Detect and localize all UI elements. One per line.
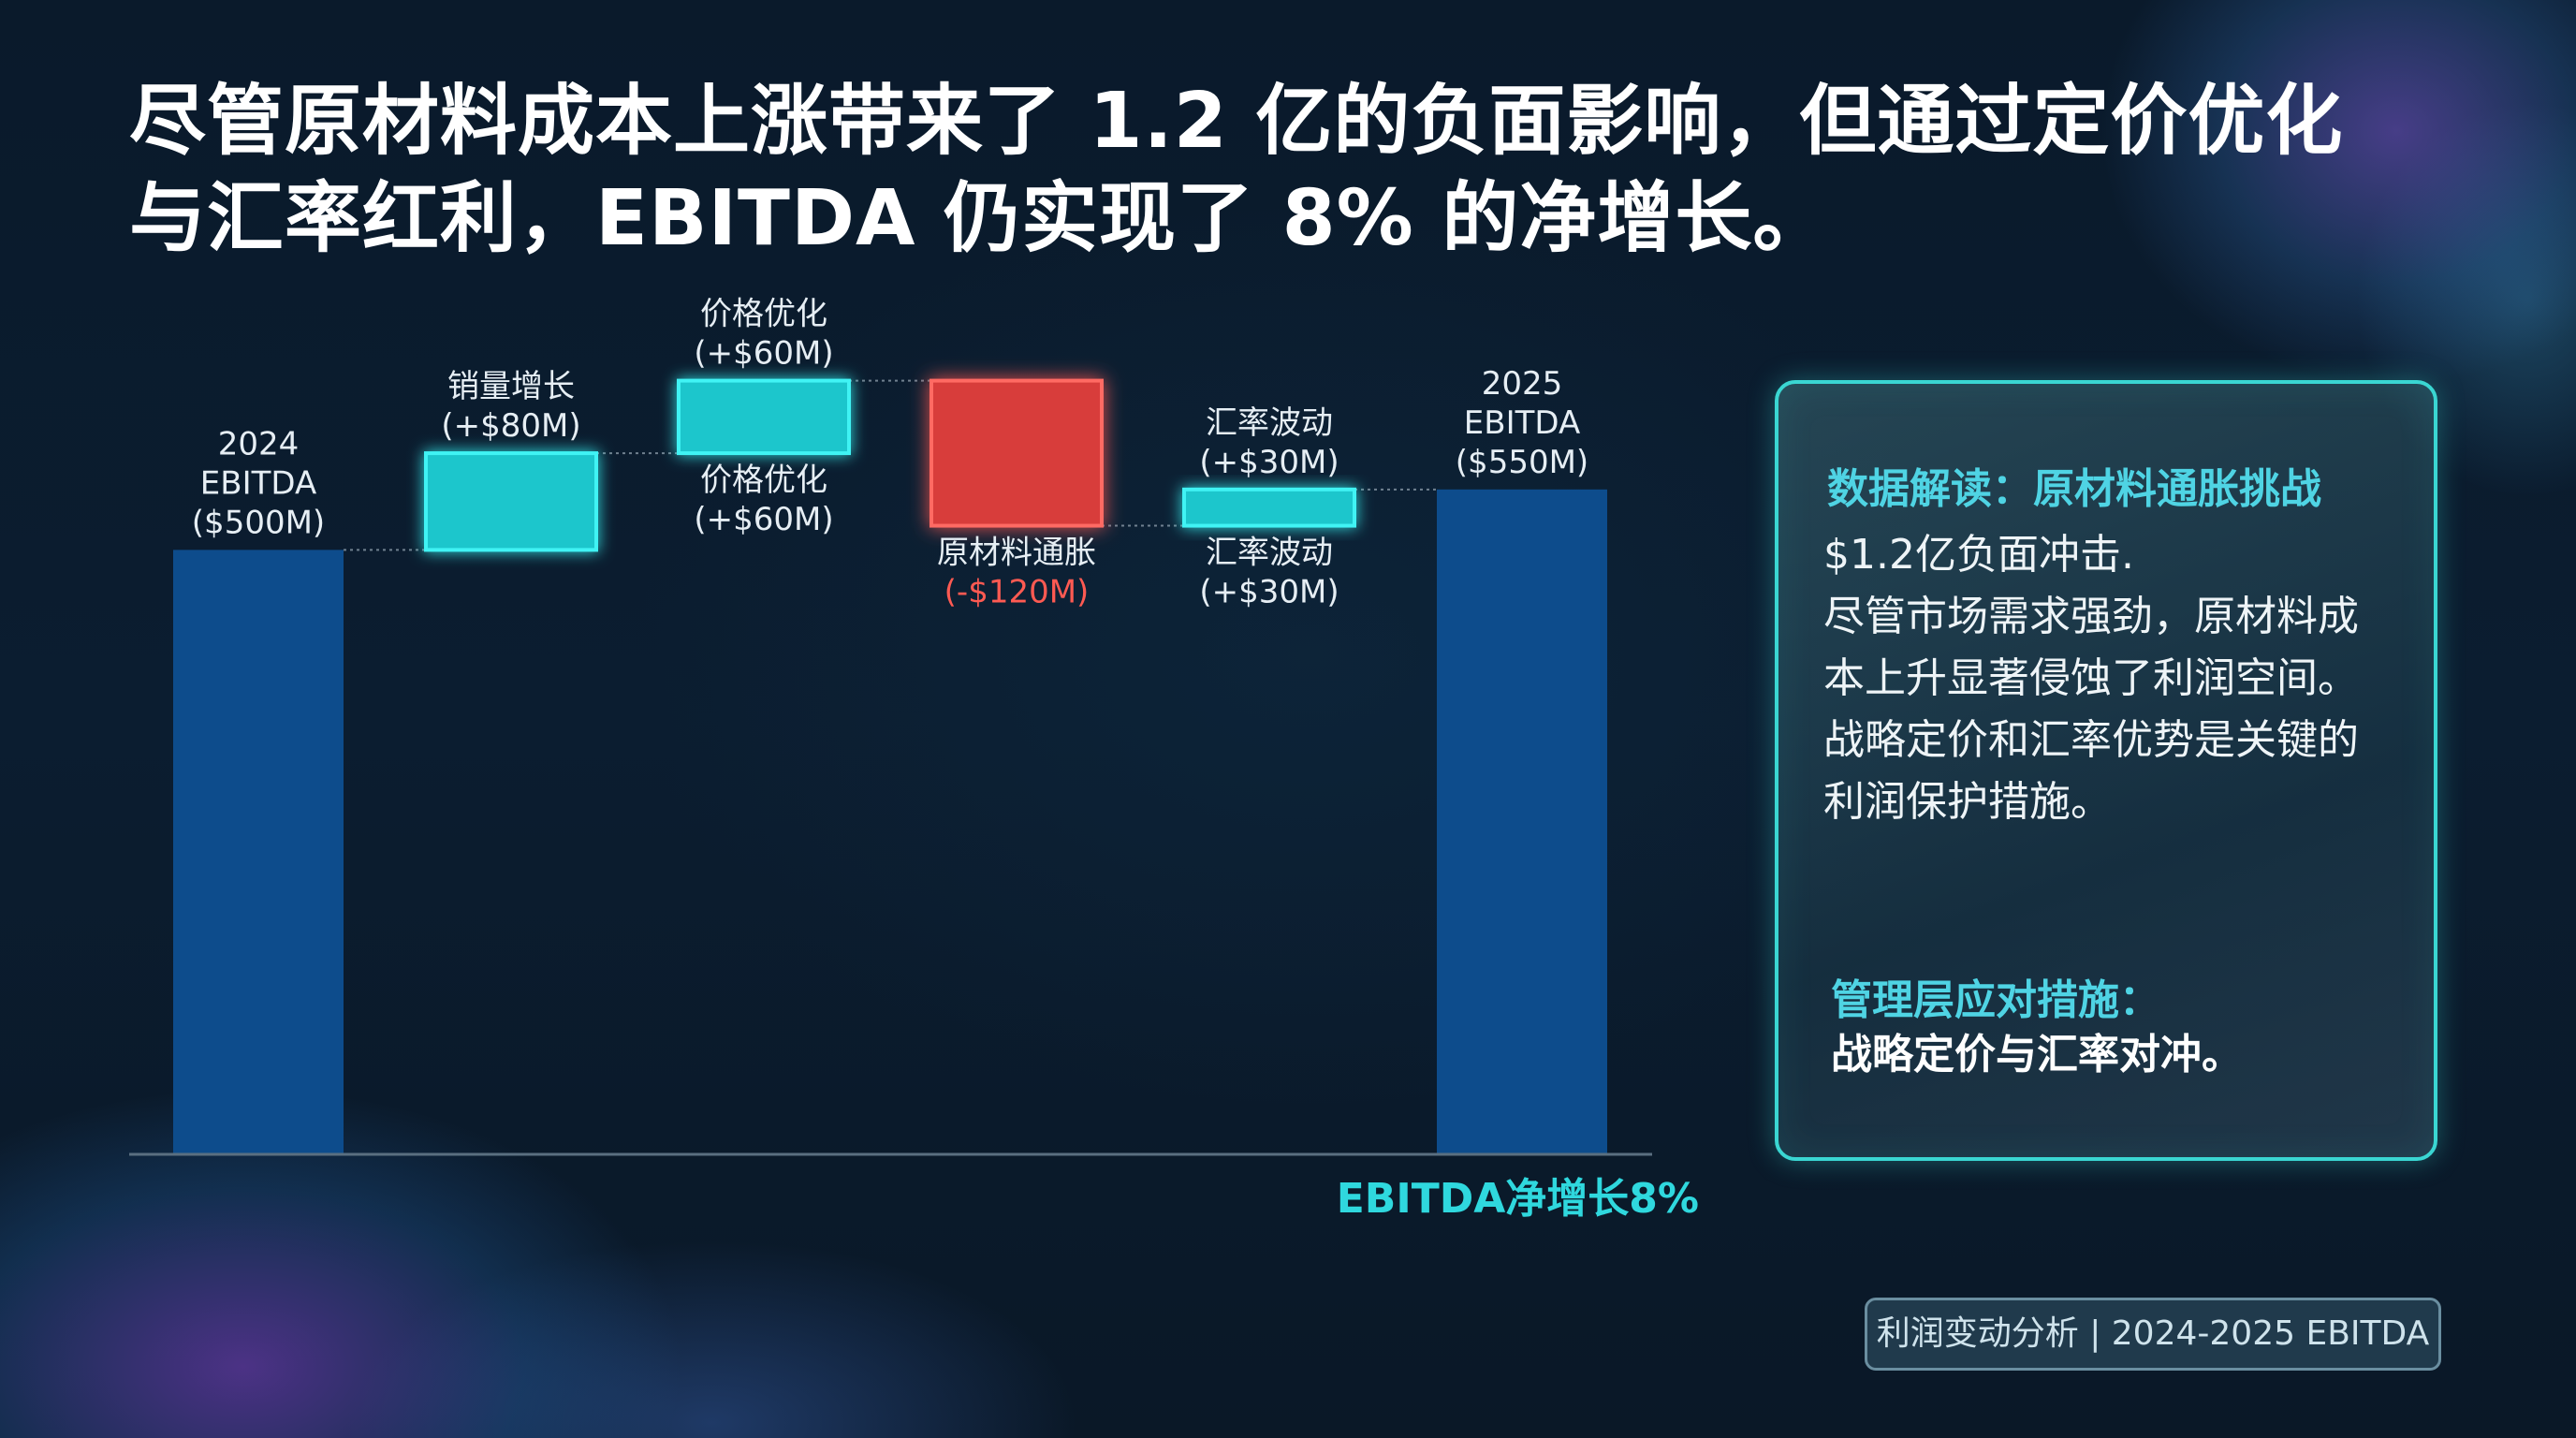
bars-group <box>173 378 1607 1154</box>
label-above-2-0: 价格优化 <box>700 296 827 333</box>
label-below-3-1: (-$120M) <box>944 574 1090 611</box>
label-below-4-0: 汇率波动 <box>1206 535 1333 572</box>
management-response-value: 战略定价与汇率对冲。 <box>1831 1031 2243 1078</box>
insight-line-3: 本上升显著侵蚀了利润空间。 <box>1823 654 2359 702</box>
footer-badge: 利润变动分析 | 2024-2025 EBITDA <box>1865 1298 2441 1371</box>
bar-2 <box>677 378 851 456</box>
label-above-1-0: 销量增长 <box>447 368 575 405</box>
label-above-4-1: (+$30M) <box>1199 444 1339 481</box>
waterfall-chart: 2024EBITDA($500M)销量增长(+$80M)价格优化(+$60M)价… <box>129 296 1699 1223</box>
label-below-2-0: 价格优化 <box>700 462 827 499</box>
label-above-4-0: 汇率波动 <box>1206 404 1333 442</box>
data-labels-group: 2024EBITDA($500M)销量增长(+$80M)价格优化(+$60M)价… <box>192 296 1588 611</box>
page-title-line-2: 与汇率红利，EBITDA 仍实现了 8% 的净增长。 <box>129 174 1831 263</box>
bar-3 <box>929 378 1104 528</box>
page-title-line-1: 尽管原材料成本上涨带来了 1.2 亿的负面影响，但通过定价优化 <box>129 77 2344 166</box>
label-above-0-0: 2024 <box>218 425 300 462</box>
connector-lines <box>344 379 1437 551</box>
label-above-0-2: ($500M) <box>192 504 325 541</box>
management-response-label: 管理层应对措施： <box>1831 976 2160 1024</box>
bar-1 <box>424 451 598 552</box>
label-above-0-1: EBITDA <box>200 464 316 502</box>
bar-0 <box>173 550 344 1154</box>
page-title: 尽管原材料成本上涨带来了 1.2 亿的负面影响，但通过定价优化 与汇率红利，EB… <box>129 73 2469 268</box>
insight-line-1: $1.2亿负面冲击. <box>1823 531 2134 579</box>
net-growth-annotation: EBITDA净增长8% <box>1337 1175 1699 1223</box>
label-above-2-1: (+$60M) <box>694 335 833 373</box>
bar-4 <box>1182 487 1356 528</box>
label-above-5-1: EBITDA <box>1464 404 1580 442</box>
insight-panel: 数据解读：原材料通胀挑战 $1.2亿负面冲击. 尽管市场需求强劲，原材料成 本上… <box>1775 380 2437 1161</box>
bar-5 <box>1437 489 1607 1154</box>
insight-panel-title: 数据解读：原材料通胀挑战 <box>1827 465 2321 513</box>
label-below-3-0: 原材料通胀 <box>937 535 1096 572</box>
insight-line-4: 战略定价和汇率优势是关键的 <box>1823 716 2359 764</box>
label-below-4-1: (+$30M) <box>1199 574 1339 611</box>
insight-line-2: 尽管市场需求强劲，原材料成 <box>1823 593 2359 640</box>
insight-line-5: 利润保护措施。 <box>1823 778 2112 826</box>
label-above-1-1: (+$80M) <box>441 407 580 445</box>
insight-panel-body: $1.2亿负面冲击. 尽管市场需求强劲，原材料成 本上升显著侵蚀了利润空间。 战… <box>1823 524 2413 833</box>
label-below-2-1: (+$60M) <box>694 501 833 538</box>
label-above-5-0: 2025 <box>1482 365 1563 403</box>
label-above-5-2: ($550M) <box>1456 444 1588 481</box>
